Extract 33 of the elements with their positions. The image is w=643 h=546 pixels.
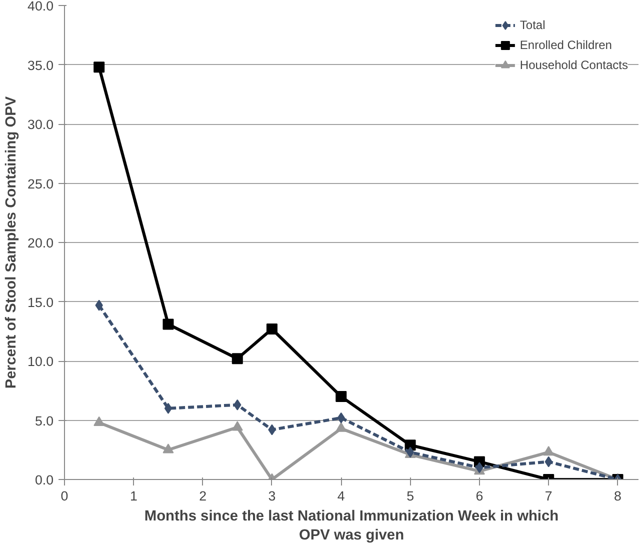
x-tick-label: 0 bbox=[60, 488, 68, 504]
point bbox=[336, 391, 347, 402]
x-tick-label: 2 bbox=[199, 488, 207, 504]
point bbox=[336, 422, 347, 432]
y-tick-label: 40.0 bbox=[28, 0, 54, 14]
y-tick-label: 0.0 bbox=[34, 472, 54, 488]
point bbox=[266, 324, 278, 335]
x-tick-label: 6 bbox=[476, 488, 484, 504]
point bbox=[232, 353, 243, 364]
x-tick-label: 3 bbox=[268, 488, 276, 504]
x-tick-label: 4 bbox=[337, 488, 346, 504]
point bbox=[543, 446, 554, 456]
y-axis-title: Percent of Stool Samples Containing OPV bbox=[4, 96, 20, 389]
y-tick-label: 25.0 bbox=[28, 176, 54, 192]
y-tick-label: 35.0 bbox=[28, 58, 54, 73]
y-tick-label: 10.0 bbox=[28, 354, 54, 369]
x-tick-label: 7 bbox=[544, 488, 552, 504]
point bbox=[162, 444, 174, 454]
y-tick-label: 15.0 bbox=[28, 294, 54, 310]
point bbox=[162, 318, 174, 330]
point bbox=[232, 421, 243, 431]
legend-label: Total bbox=[520, 18, 546, 32]
x-tick-label: 5 bbox=[406, 488, 414, 504]
x-tick-label: 1 bbox=[130, 488, 138, 504]
point bbox=[164, 402, 172, 414]
legend-label: Household Contacts bbox=[520, 58, 628, 72]
y-tick-label: 5.0 bbox=[34, 413, 54, 428]
legend-label: Enrolled Children bbox=[520, 38, 612, 52]
y-tick-label: 30.0 bbox=[28, 117, 54, 132]
x-tick-label: 8 bbox=[614, 488, 622, 504]
point bbox=[94, 416, 105, 426]
x-axis-title: Months since the last National Immunization Week in which OPV was given bbox=[144, 508, 559, 544]
y-tick-label: 20.0 bbox=[28, 236, 54, 250]
